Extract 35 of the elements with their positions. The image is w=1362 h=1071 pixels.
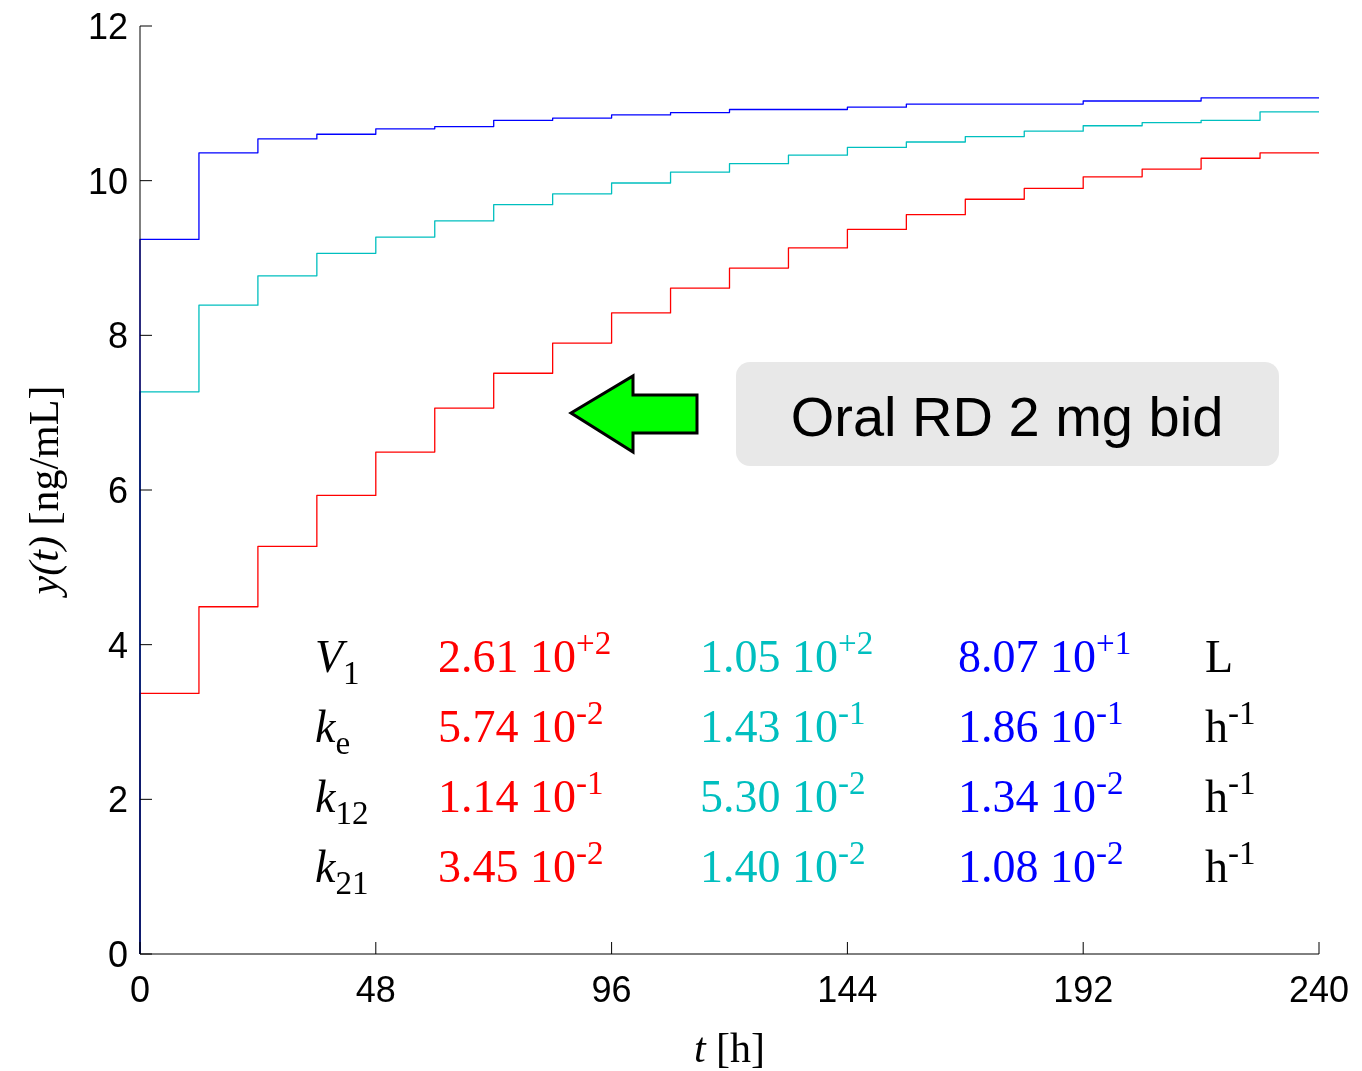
annotation: k$_{21}$ (315, 841, 369, 901)
annotation: 3.45 10$^{-2}$ (438, 833, 604, 892)
x-tick-label: 192 (1053, 969, 1114, 1010)
annotation: V$_{1}$ (315, 631, 360, 691)
annotation: 5.30 10$^{-2}$ (700, 763, 866, 822)
y-tick-label: 12 (87, 6, 128, 47)
y-tick-label: 6 (107, 470, 128, 511)
annotation: 8.07 10$^{+1}$ (958, 623, 1132, 682)
x-tick-label: 96 (591, 969, 632, 1010)
y-tick-label: 2 (107, 779, 128, 821)
annotation: 1.40 10$^{-2}$ (700, 833, 866, 892)
annotation: 1.86 10$^{-1}$ (958, 693, 1124, 752)
x-axis-title: t [h] (693, 1025, 766, 1071)
annotation: h$^{-1}$ (1205, 833, 1256, 892)
y-axis-title: y(t) [ng/mL] (21, 385, 68, 599)
annotation: Oral RD 2 mg bid (790, 385, 1224, 448)
annotation: 5.74 10$^{-2}$ (438, 693, 604, 752)
y-tick-label: 10 (87, 160, 128, 202)
annotation: 2.61 10$^{+2}$ (438, 623, 612, 682)
annotation: k$_{e}$ (315, 701, 351, 761)
x-tick-label: 48 (355, 969, 396, 1010)
annotation: 1.14 10$^{-1}$ (438, 763, 604, 822)
y-tick-label: 0 (107, 934, 128, 975)
x-tick-label: 144 (817, 969, 878, 1010)
y-tick-label: 4 (107, 624, 128, 666)
x-tick-label: 240 (1288, 969, 1350, 1010)
annotation: k$_{12}$ (315, 771, 369, 831)
annotation: h$^{-1}$ (1205, 693, 1256, 752)
annotation: L (1205, 631, 1234, 682)
annotation: 1.08 10$^{-2}$ (958, 833, 1124, 892)
annotation: 1.43 10$^{-1}$ (700, 693, 866, 752)
annotation: h$^{-1}$ (1205, 763, 1256, 822)
annotation: 1.05 10$^{+2}$ (700, 623, 874, 682)
annotation: 1.34 10$^{-2}$ (958, 763, 1124, 822)
y-tick-label: 8 (107, 315, 128, 357)
